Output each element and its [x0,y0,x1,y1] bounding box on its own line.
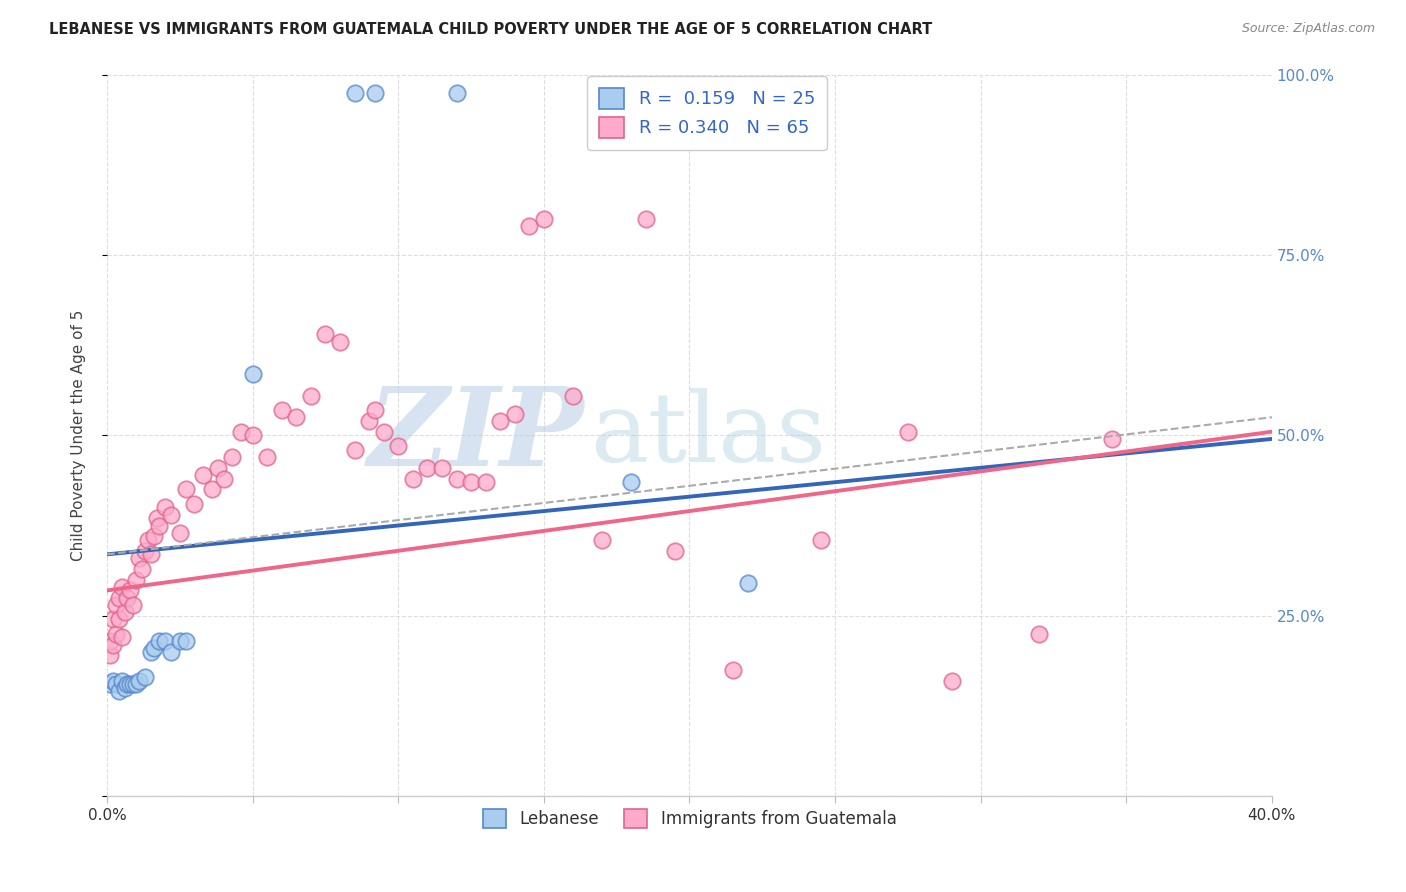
Point [430,460,453,475]
Y-axis label: Child Poverty Under the Age of 5: Child Poverty Under the Age of 5 [72,310,86,561]
Point [148,634,170,648]
Point [242,367,264,381]
Point [446,472,468,486]
Point [125,573,148,587]
Point [104,677,127,691]
Point [446,86,468,100]
Point [343,442,366,457]
Point [416,460,439,475]
Point [131,562,153,576]
Point [634,211,657,226]
Point [134,670,156,684]
Point [402,472,425,486]
Point [117,591,139,605]
Point [533,211,555,226]
Point [98,634,121,648]
Point [941,673,963,688]
Point [285,410,308,425]
Point [212,472,235,486]
Point [364,403,387,417]
Point [737,576,759,591]
Point [474,475,496,490]
Point [125,677,148,691]
Point [329,334,352,349]
Legend: Lebanese, Immigrants from Guatemala: Lebanese, Immigrants from Guatemala [475,802,903,835]
Point [229,425,252,439]
Point [517,219,540,233]
Point [174,483,197,497]
Point [299,389,322,403]
Text: ZIP: ZIP [368,382,585,489]
Point [489,414,512,428]
Point [193,468,215,483]
Point [122,677,145,691]
Point [128,673,150,688]
Point [107,684,129,698]
Point [107,612,129,626]
Point [387,439,409,453]
Point [620,475,643,490]
Point [134,543,156,558]
Point [810,533,832,547]
Point [155,634,177,648]
Point [314,327,336,342]
Point [221,450,243,464]
Point [270,403,292,417]
Point [98,648,121,663]
Point [174,634,197,648]
Text: LEBANESE VS IMMIGRANTS FROM GUATEMALA CHILD POVERTY UNDER THE AGE OF 5 CORRELATI: LEBANESE VS IMMIGRANTS FROM GUATEMALA CH… [49,22,932,37]
Point [256,450,278,464]
Point [136,533,159,547]
Text: atlas: atlas [591,388,827,483]
Point [111,631,134,645]
Point [139,547,162,561]
Point [104,626,127,640]
Point [120,583,142,598]
Point [343,86,366,100]
Point [591,533,613,547]
Point [364,86,387,100]
Point [120,677,142,691]
Point [101,673,124,688]
Point [104,598,127,612]
Point [169,525,191,540]
Point [101,638,124,652]
Point [117,677,139,691]
Point [169,634,191,648]
Point [664,543,686,558]
Point [359,414,381,428]
Text: Source: ZipAtlas.com: Source: ZipAtlas.com [1241,22,1375,36]
Point [562,389,585,403]
Point [128,551,150,566]
Point [122,598,145,612]
Point [373,425,395,439]
Point [207,460,229,475]
Point [114,681,136,695]
Point [98,677,121,691]
Point [155,500,177,515]
Point [160,508,183,522]
Point [201,483,224,497]
Point [503,407,526,421]
Point [111,580,134,594]
Point [897,425,920,439]
Point [148,518,170,533]
Point [242,428,264,442]
Point [107,591,129,605]
Point [101,612,124,626]
Point [145,511,167,525]
Point [111,673,134,688]
Point [139,645,162,659]
Point [460,475,482,490]
Point [721,663,744,677]
Point [142,529,165,543]
Point [1028,626,1050,640]
Point [183,497,205,511]
Point [160,645,183,659]
Point [142,641,165,656]
Point [114,605,136,619]
Point [1101,432,1123,446]
